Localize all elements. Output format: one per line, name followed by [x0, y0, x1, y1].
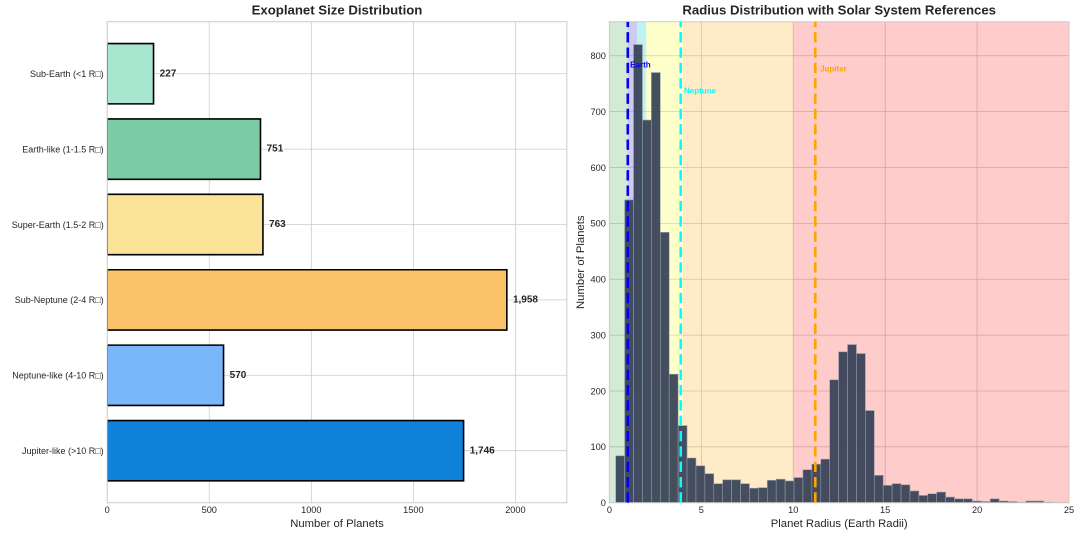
svg-text:751: 751 [267, 144, 284, 155]
svg-text:10: 10 [788, 505, 798, 515]
svg-text:Sub-Earth (<1 R□): Sub-Earth (<1 R□) [30, 69, 104, 79]
svg-text:25: 25 [1064, 505, 1074, 515]
svg-text:20: 20 [972, 505, 982, 515]
svg-text:15: 15 [880, 505, 890, 515]
svg-text:800: 800 [591, 51, 606, 61]
svg-text:0: 0 [601, 498, 606, 508]
svg-text:500: 500 [591, 219, 606, 229]
svg-text:570: 570 [230, 370, 247, 381]
svg-text:1,746: 1,746 [470, 445, 495, 456]
svg-text:1000: 1000 [301, 505, 321, 515]
svg-text:Earth-like (1-1.5 R□): Earth-like (1-1.5 R□) [22, 144, 103, 154]
svg-text:227: 227 [160, 68, 177, 79]
svg-text:200: 200 [591, 386, 606, 396]
svg-text:0: 0 [105, 505, 110, 515]
svg-text:Neptune-like (4-10 R□): Neptune-like (4-10 R□) [12, 371, 103, 381]
svg-text:763: 763 [269, 219, 286, 230]
svg-text:700: 700 [591, 107, 606, 117]
svg-text:Jupiter: Jupiter [820, 65, 847, 74]
svg-text:Sub-Neptune (2-4 R□): Sub-Neptune (2-4 R□) [15, 295, 104, 305]
svg-text:1500: 1500 [403, 505, 423, 515]
svg-text:Jupiter-like (>10 R□): Jupiter-like (>10 R□) [22, 446, 104, 456]
svg-text:Earth: Earth [630, 61, 651, 70]
svg-text:Radius Distribution with Solar: Radius Distribution with Solar System Re… [682, 3, 996, 18]
svg-text:300: 300 [591, 330, 606, 340]
svg-text:5: 5 [699, 505, 704, 515]
svg-text:2000: 2000 [505, 505, 525, 515]
svg-text:400: 400 [591, 275, 606, 285]
svg-text:Number of Planets: Number of Planets [575, 215, 587, 309]
svg-text:600: 600 [591, 163, 606, 173]
svg-text:0: 0 [607, 505, 612, 515]
svg-text:500: 500 [202, 505, 217, 515]
svg-text:Planet Radius (Earth Radii): Planet Radius (Earth Radii) [771, 518, 908, 530]
svg-text:Super-Earth (1.5-2 R□): Super-Earth (1.5-2 R□) [12, 220, 104, 230]
svg-text:100: 100 [591, 442, 606, 452]
svg-text:Neptune: Neptune [684, 86, 717, 95]
svg-text:1,958: 1,958 [513, 294, 538, 305]
svg-text:Exoplanet Size Distribution: Exoplanet Size Distribution [252, 3, 423, 18]
svg-text:Number of Planets: Number of Planets [290, 518, 384, 530]
